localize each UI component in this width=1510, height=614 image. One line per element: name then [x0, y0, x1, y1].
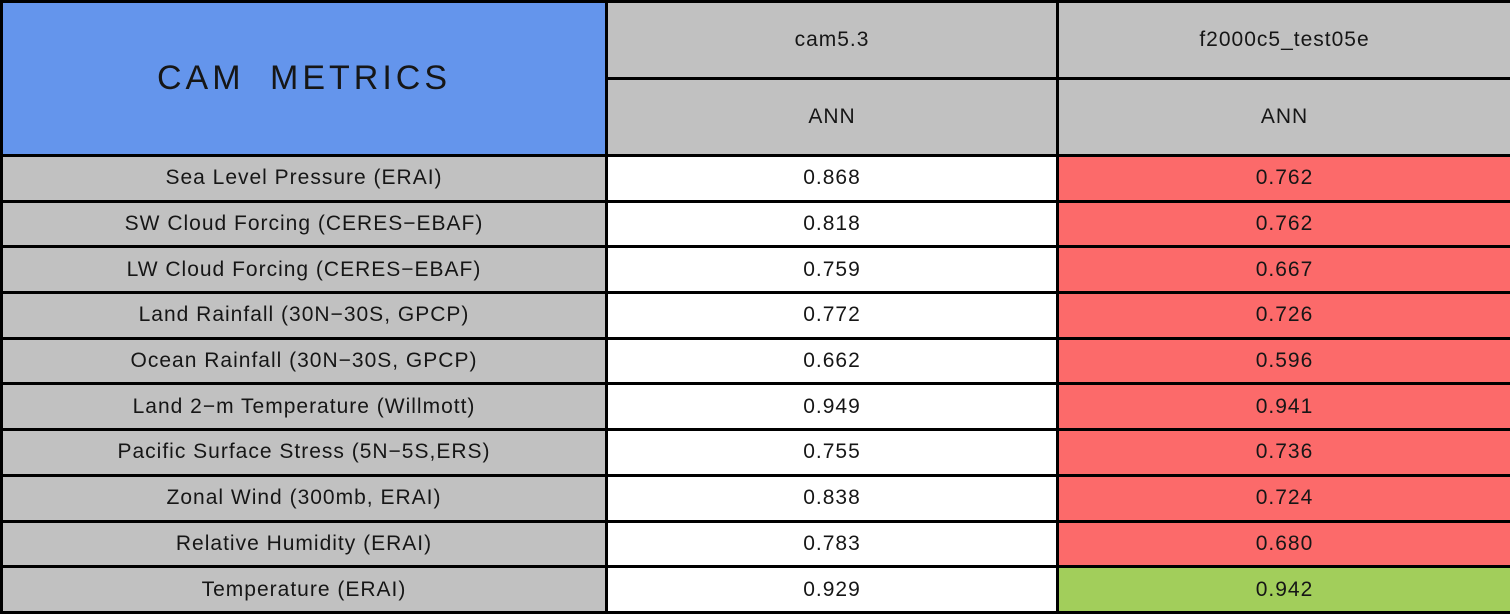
metric-label-cell: LW Cloud Forcing (CERES−EBAF) [2, 247, 607, 293]
cam53-value-cell: 0.783 [607, 521, 1058, 567]
test-model-value-cell: 0.680 [1058, 521, 1510, 567]
cam53-value-cell: 0.662 [607, 338, 1058, 384]
metric-label-cell: Land Rainfall (30N−30S, GPCP) [2, 293, 607, 339]
column-header-f2000c5-test05e: f2000c5_test05e [1058, 2, 1510, 79]
metric-label-cell: Pacific Surface Stress (5N−5S,ERS) [2, 430, 607, 476]
cam53-value-cell: 0.755 [607, 430, 1058, 476]
metric-label-cell: Ocean Rainfall (30N−30S, GPCP) [2, 338, 607, 384]
test-model-value-cell: 0.942 [1058, 567, 1510, 613]
test-model-value-cell: 0.736 [1058, 430, 1510, 476]
cam53-value-cell: 0.929 [607, 567, 1058, 613]
test-model-value-cell: 0.726 [1058, 293, 1510, 339]
metric-label-cell: Relative Humidity (ERAI) [2, 521, 607, 567]
cam53-value-cell: 0.772 [607, 293, 1058, 339]
header-row-models: CAM METRICS cam5.3 f2000c5_test05e [2, 2, 1510, 79]
cam53-value-cell: 0.759 [607, 247, 1058, 293]
cam53-value-cell: 0.818 [607, 201, 1058, 247]
subheader-ann-cam53: ANN [607, 79, 1058, 156]
test-model-value-cell: 0.667 [1058, 247, 1510, 293]
column-header-cam53: cam5.3 [607, 2, 1058, 79]
test-model-value-cell: 0.724 [1058, 475, 1510, 521]
cam53-value-cell: 0.868 [607, 156, 1058, 202]
metric-label-cell: SW Cloud Forcing (CERES−EBAF) [2, 201, 607, 247]
metrics-header: CAM METRICS cam5.3 f2000c5_test05e ANN A… [2, 2, 1510, 156]
test-model-value-cell: 0.762 [1058, 156, 1510, 202]
test-model-value-cell: 0.941 [1058, 384, 1510, 430]
cam53-value-cell: 0.838 [607, 475, 1058, 521]
test-model-value-cell: 0.596 [1058, 338, 1510, 384]
metric-label-cell: Land 2−m Temperature (Willmott) [2, 384, 607, 430]
metric-label-cell: Sea Level Pressure (ERAI) [2, 156, 607, 202]
cam53-value-cell: 0.949 [607, 384, 1058, 430]
subheader-ann-f2000c5-test05e: ANN [1058, 79, 1510, 156]
test-model-value-cell: 0.762 [1058, 201, 1510, 247]
metric-label-cell: Temperature (ERAI) [2, 567, 607, 613]
metrics-title-cell: CAM METRICS [2, 2, 607, 156]
metric-label-cell: Zonal Wind (300mb, ERAI) [2, 475, 607, 521]
